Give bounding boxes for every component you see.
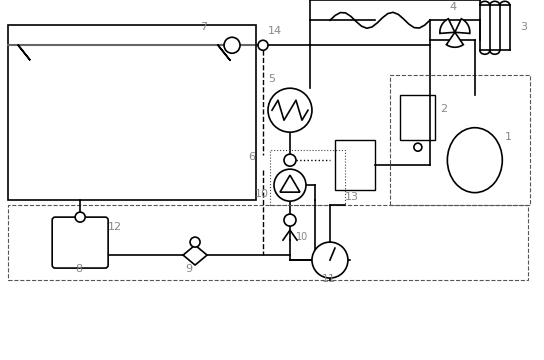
- Text: 12: 12: [108, 222, 122, 232]
- Circle shape: [224, 37, 240, 53]
- Bar: [270, 150, 345, 205]
- Bar: [390, 75, 530, 205]
- Bar: [8, 205, 528, 280]
- Text: 7: 7: [200, 22, 207, 32]
- Polygon shape: [280, 175, 300, 192]
- Text: 3: 3: [520, 22, 527, 32]
- Text: 6: 6: [248, 152, 255, 162]
- Text: 10: 10: [255, 189, 269, 199]
- Text: 5: 5: [268, 74, 275, 84]
- Circle shape: [258, 40, 268, 50]
- FancyBboxPatch shape: [52, 217, 108, 268]
- Text: 11: 11: [322, 274, 336, 284]
- Text: 13: 13: [345, 192, 359, 202]
- Bar: [400, 95, 435, 140]
- Text: 2: 2: [440, 104, 447, 114]
- Text: 4: 4: [450, 2, 457, 12]
- Bar: [8, 25, 256, 200]
- Bar: [335, 140, 375, 190]
- Circle shape: [414, 143, 422, 151]
- Circle shape: [284, 214, 296, 226]
- Ellipse shape: [447, 128, 502, 193]
- Circle shape: [190, 237, 200, 247]
- Text: 8: 8: [75, 264, 82, 274]
- Text: 9: 9: [185, 264, 192, 274]
- Circle shape: [284, 154, 296, 166]
- Text: 1: 1: [505, 132, 512, 142]
- Text: 14: 14: [268, 26, 282, 36]
- Polygon shape: [447, 32, 463, 47]
- Circle shape: [274, 169, 306, 201]
- Circle shape: [312, 242, 348, 278]
- Circle shape: [75, 212, 85, 222]
- Polygon shape: [440, 19, 455, 33]
- Polygon shape: [455, 19, 470, 33]
- Circle shape: [268, 88, 312, 132]
- Text: 10: 10: [296, 232, 308, 242]
